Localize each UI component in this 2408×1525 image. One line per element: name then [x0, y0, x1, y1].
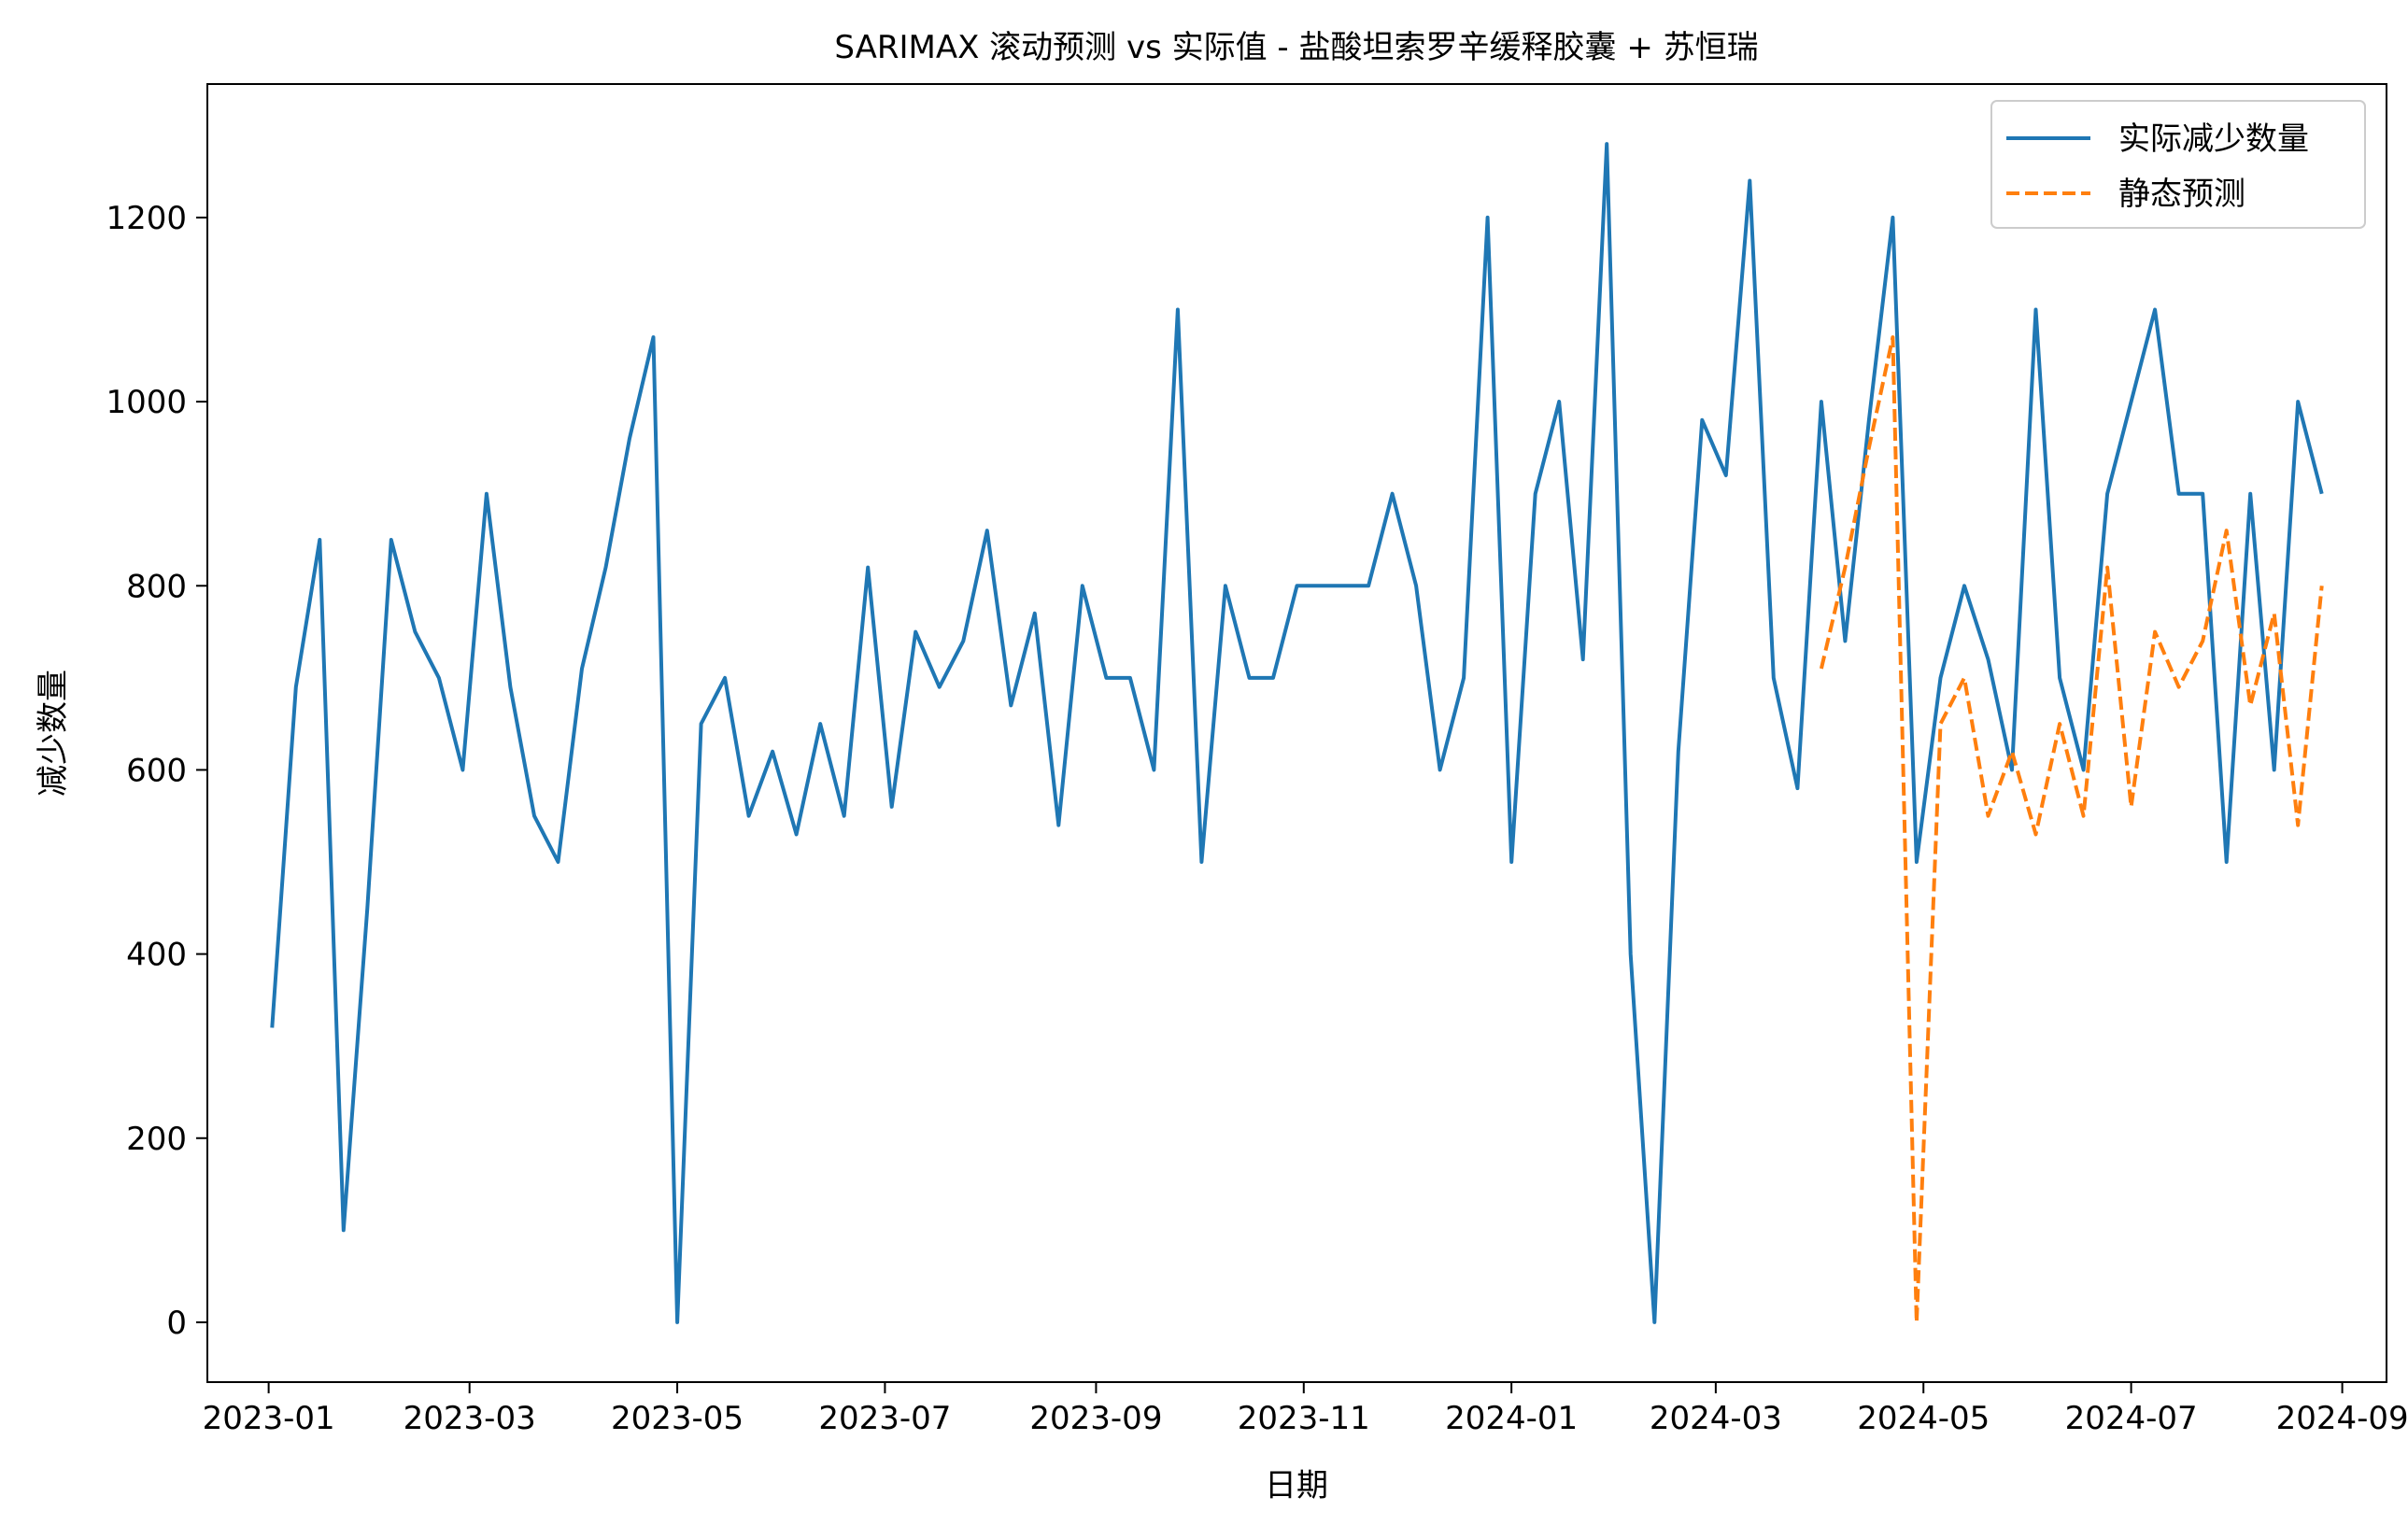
x-tick-label: 2023-07 — [818, 1400, 951, 1437]
x-tick-label: 2024-01 — [1445, 1400, 1578, 1437]
legend-label-actual: 实际减少数量 — [2118, 120, 2309, 158]
x-tick-label: 2023-03 — [404, 1400, 536, 1437]
chart-title: SARIMAX 滚动预测 vs 实际值 - 盐酸坦索罗辛缓释胶囊 + 苏恒瑞 — [834, 29, 1758, 66]
x-tick-label: 2023-11 — [1238, 1400, 1370, 1437]
x-tick-label: 2023-01 — [203, 1400, 335, 1437]
y-tick-label: 1200 — [106, 200, 187, 237]
x-tick-label: 2024-07 — [2065, 1400, 2198, 1437]
y-tick-label: 800 — [126, 568, 187, 605]
x-axis-label: 日期 — [1265, 1467, 1328, 1504]
x-tick-label: 2024-03 — [1650, 1400, 1782, 1437]
y-tick-label: 200 — [126, 1121, 187, 1158]
y-tick-label: 400 — [126, 937, 187, 974]
y-tick-label: 600 — [126, 752, 187, 789]
y-axis-label: 减少数量 — [35, 670, 72, 797]
x-tick-label: 2024-05 — [1857, 1400, 1990, 1437]
x-tick-label: 2023-05 — [611, 1400, 744, 1437]
series-line-forecast — [1819, 335, 2324, 1324]
y-tick-label: 0 — [166, 1305, 187, 1342]
x-axis: 2023-01 2023-03 2023-05 2023-07 2023-09 2023-… — [203, 1382, 2408, 1437]
x-tick-label: 2024-09 — [2276, 1400, 2408, 1437]
plot-frame — [206, 83, 2387, 1383]
legend-label-forecast: 静态预测 — [2118, 176, 2245, 213]
x-tick-label: 2023-09 — [1029, 1400, 1162, 1437]
legend: 实际减少数量 静态预测 — [1990, 100, 2366, 229]
y-tick-label: 1000 — [106, 384, 187, 421]
y-axis: 0 200 400 600 800 1000 1200 — [106, 200, 207, 1342]
legend-box — [1990, 100, 2366, 229]
series-layer — [270, 142, 2324, 1324]
